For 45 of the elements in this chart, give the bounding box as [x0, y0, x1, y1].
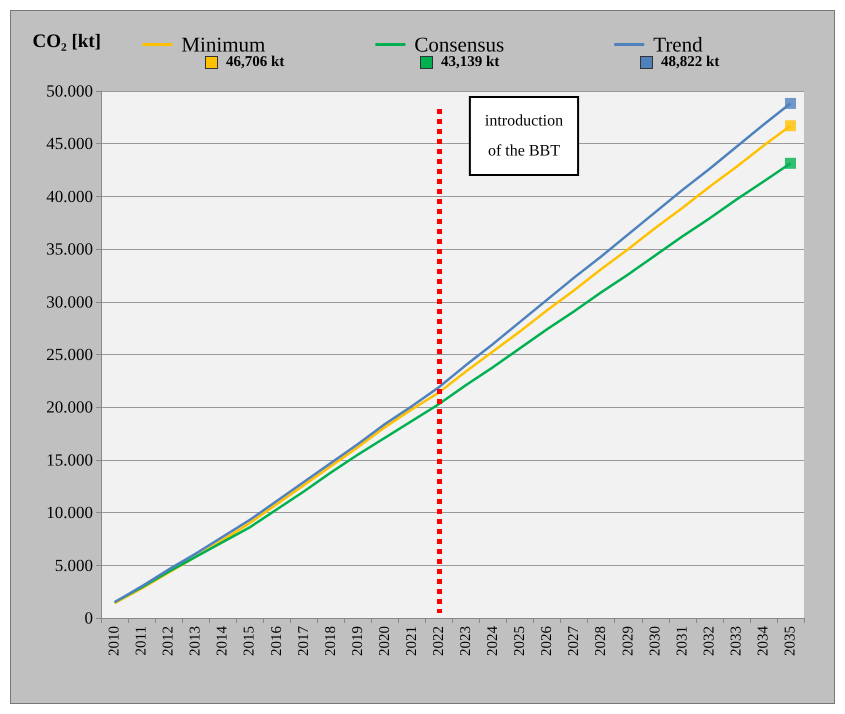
x-tick-label: 2032 [701, 626, 718, 656]
x-tick-label: 2027 [566, 626, 582, 656]
text: 43,139 kt [441, 54, 500, 71]
x-tick-label: 2010 [106, 626, 123, 656]
y-axis-title: CO₂ [kt] [32, 31, 101, 52]
x-tick-label: 2034 [755, 626, 772, 656]
y-tick-label: 30.000 [46, 292, 93, 312]
x-tick-label: 2015 [242, 626, 258, 656]
text: 46,706 kt [226, 54, 284, 71]
x-tick-label: 2028 [593, 626, 610, 656]
y-tick-label: 10.000 [46, 503, 93, 522]
y-tick-label: 35.000 [46, 240, 93, 259]
x-tick-label: 2029 [620, 626, 636, 656]
y-tick-label: 25.000 [46, 345, 93, 364]
legend-label: Consensus [414, 32, 504, 56]
x-tick-label: 2021 [404, 626, 420, 656]
y-tick-label: 15.000 [46, 450, 93, 470]
x-tick-label: 2026 [539, 626, 556, 656]
x-tick-label: 2017 [296, 626, 312, 656]
x-tick-label: 2022 [430, 626, 447, 656]
x-tick-label: 2020 [376, 626, 393, 656]
x-tick-label: 2018 [322, 626, 339, 656]
x-tick-label: 2013 [188, 626, 204, 656]
y-tick-label: 40.000 [46, 186, 93, 206]
x-tick-label: 2031 [674, 626, 690, 656]
x-tick-label: 2019 [350, 626, 366, 656]
x-tick-label: 2033 [728, 626, 744, 656]
y-tick-label: 45.000 [46, 134, 93, 154]
x-tick-label: 2023 [458, 626, 474, 656]
x-tick-label: 2011 [134, 626, 150, 656]
ref-line-label: introduction of the BBT [484, 112, 564, 160]
legend-label: Minimum [181, 32, 266, 56]
y-tick-label: 20.000 [46, 398, 93, 417]
x-tick-label: 2030 [647, 626, 664, 656]
y-tick-label: 5.000 [54, 556, 93, 575]
x-tick-label: 2012 [160, 626, 177, 656]
x-tick-label: 2016 [268, 626, 285, 656]
y-tick-label: 50.000 [46, 82, 93, 100]
x-tick-label: 2035 [782, 626, 798, 656]
y-tick-label: 0 [84, 608, 93, 628]
text: 48,822 kt [661, 54, 720, 71]
x-tick-label: 2024 [485, 626, 502, 656]
legend-label: Trend [653, 32, 704, 56]
x-tick-label: 2014 [214, 626, 231, 656]
x-tick-label: 2025 [512, 626, 528, 656]
